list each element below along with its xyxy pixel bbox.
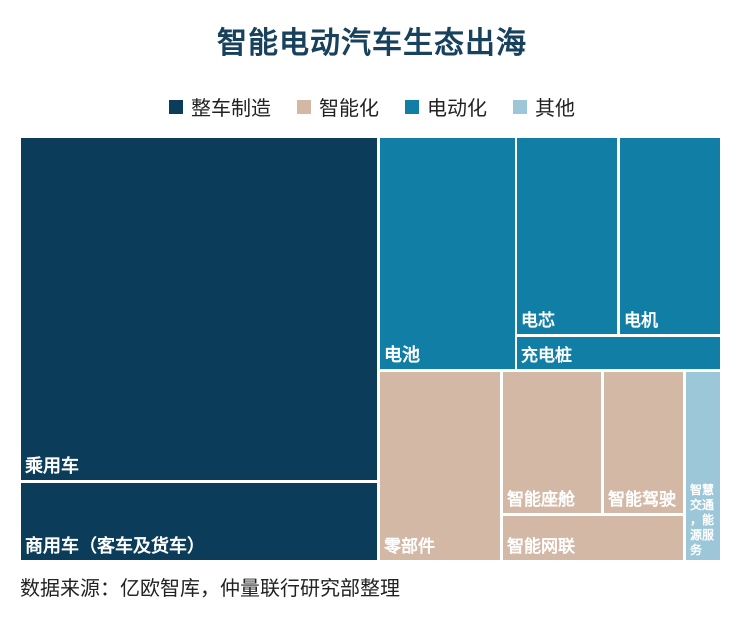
legend-item: 其他 (513, 92, 575, 121)
treemap-cell-label: 零部件 (383, 536, 435, 557)
treemap-cell (21, 483, 377, 560)
chart-title: 智能电动汽车生态出海 (217, 26, 527, 61)
treemap-cell (380, 372, 500, 560)
treemap-cell-label: 电芯 (521, 310, 555, 331)
treemap-cell (517, 337, 720, 369)
treemap-cell-label: 智能座舱 (507, 489, 576, 510)
treemap-cell (517, 138, 617, 334)
treemap-cell-label: 智慧交通，能源服务 (689, 482, 715, 557)
treemap-cell-label: 电池 (384, 344, 420, 366)
treemap-cell-label: 商用车（客车及货车） (25, 535, 205, 557)
legend-swatch (513, 99, 527, 114)
legend-label: 其他 (535, 96, 575, 120)
treemap-cell (604, 372, 683, 513)
treemap-cell-label: 乘用车 (24, 455, 79, 477)
legend: 整车制造 智能化 电动化 其他 (0, 92, 744, 121)
treemap-cell-label: 智能驾驶 (608, 489, 676, 510)
legend-label: 电动化 (427, 96, 487, 120)
legend-swatch (405, 99, 419, 114)
treemap-cell (21, 138, 377, 480)
legend-item: 智能化 (297, 92, 379, 121)
treemap-cell (380, 138, 515, 369)
treemap-cell (503, 372, 601, 513)
treemap-cell (686, 372, 720, 560)
legend-label: 整车制造 (191, 96, 271, 120)
legend-label: 智能化 (319, 96, 379, 120)
legend-item: 整车制造 (169, 92, 271, 121)
treemap-cell-label: 智能网联 (507, 536, 575, 557)
treemap-cell (503, 516, 683, 560)
treemap-cell-label: 电机 (624, 310, 658, 331)
treemap-cell-label: 充电桩 (521, 345, 572, 366)
treemap-cell (620, 138, 720, 334)
legend-swatch (297, 99, 311, 114)
source-note: 数据来源：亿欧智库，仲量联行研究部整理 (20, 576, 400, 600)
legend-item: 电动化 (405, 92, 487, 121)
legend-swatch (169, 99, 183, 114)
